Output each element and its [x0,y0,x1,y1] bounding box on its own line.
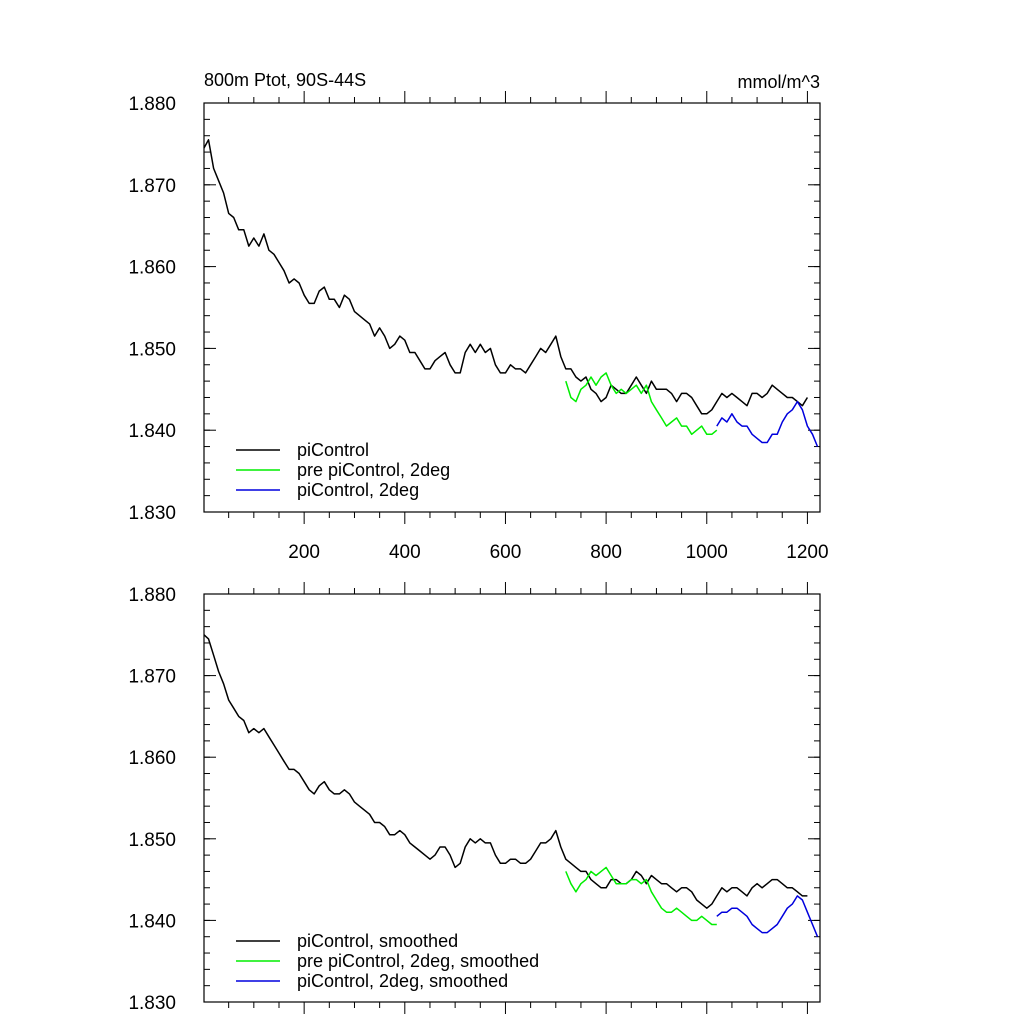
y-tick-label: 1.850 [128,339,176,360]
legend-label: piControl, 2deg, smoothed [297,971,508,991]
y-tick-label: 1.870 [128,176,176,197]
legend-label: piControl [297,440,369,460]
y-tick-label: 1.840 [128,911,176,932]
y-tick-label: 1.860 [128,748,176,769]
legend-label: piControl, 2deg [297,480,419,500]
series-line-3 [716,400,819,447]
y-tick-label: 1.830 [128,503,176,524]
top-panel: 1.830 1.840 1.850 1.860 1.870 1.880 200 400 600 8… [128,91,829,563]
x-tick-label: 200 [288,542,320,563]
units-label: mmol/m^3 [738,72,820,92]
y-tick-label: 1.880 [128,94,176,115]
chart-title: 800m Ptot, 90S-44S [204,70,366,90]
legend-label: pre piControl, 2deg [297,460,450,480]
y-tick-label: 1.840 [128,421,176,442]
series-line-2 [565,866,717,926]
x-tick-label: 1000 [686,542,728,563]
legend-label: piControl, smoothed [297,931,458,951]
y-tick-label: 1.870 [128,667,176,688]
x-tick-label: 800 [590,542,622,563]
plot-frame [203,102,821,513]
y-tick-label: 1.860 [128,258,176,279]
series-line-1 [203,139,809,415]
y-tick-label: 1.880 [128,585,176,606]
x-tick-label: 600 [490,542,522,563]
plot-frame [203,593,821,1003]
y-tick-label: 1.850 [128,830,176,851]
legend-label: pre piControl, 2deg, smoothed [297,951,539,971]
series-line-3 [716,895,819,937]
x-tick-label: 1200 [786,542,828,563]
series-line-1 [203,634,808,909]
series-line-2 [565,372,718,436]
y-tick-label: 1.830 [128,993,176,1014]
x-tick-label: 400 [389,542,421,563]
bottom-panel: 1.830 1.840 1.850 1.860 1.870 1.880 piControl,… [128,582,821,1014]
